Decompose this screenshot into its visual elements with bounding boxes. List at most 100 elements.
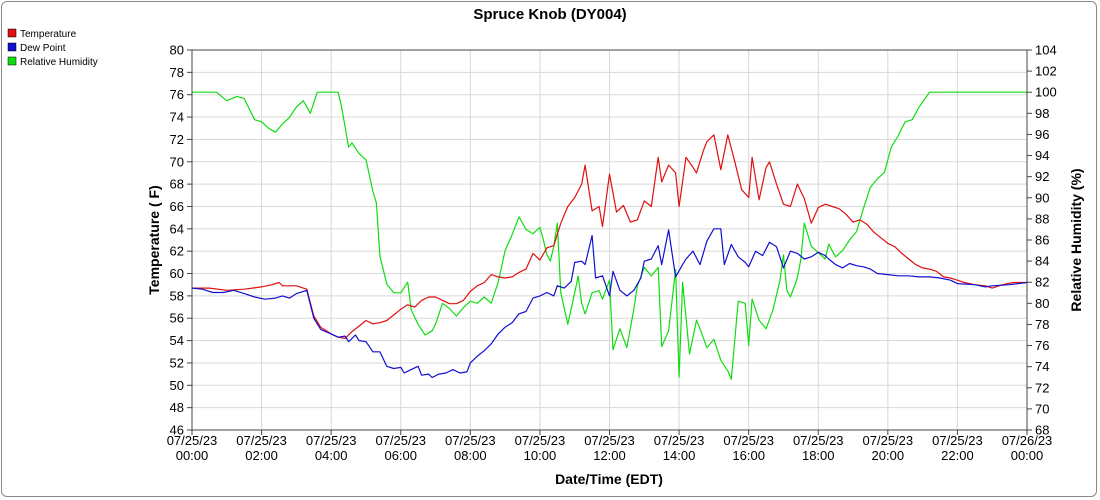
legend-item-temperature: Temperature [7,28,77,40]
x-tick-date: 07/25/23 [445,433,496,448]
series-line-temperature [192,134,1027,339]
legend-item-relative-humidity: Relative Humidity [7,56,98,68]
x-tick-date: 07/25/23 [584,433,635,448]
x-tick-date: 07/25/23 [515,433,566,448]
x-tick-date: 07/25/23 [932,433,983,448]
x-tick-time: 10:00 [524,448,557,463]
right-tick-label: 68 [1035,423,1049,438]
right-tick-label: 96 [1035,127,1049,142]
y-axis-label-left: Temperature ( F) [146,185,162,294]
x-tick-date: 07/25/23 [654,433,705,448]
x-tick-date: 07/26/23 [1002,433,1053,448]
legend-item-dew-point: Dew Point [7,42,66,54]
x-tick-date: 07/25/23 [167,433,218,448]
right-tick-label: 94 [1035,148,1049,163]
left-tick-label: 76 [170,87,184,102]
x-tick-date: 07/25/23 [793,433,844,448]
left-axis-ticks: 46 48 50 52 54 56 58 60 62 64 66 68 70 72 74 76 78 80 [170,43,192,438]
x-tick-time: 04:00 [315,448,348,463]
right-tick-label: 102 [1035,64,1057,79]
right-tick-label: 88 [1035,211,1049,226]
left-tick-label: 72 [170,132,184,147]
right-tick-label: 82 [1035,275,1049,290]
x-axis-ticks: 07/25/2300:0007/25/2302:0007/25/2304:000… [167,430,1053,463]
right-tick-label: 100 [1035,85,1057,100]
x-tick-time: 20:00 [872,448,905,463]
grid [191,49,1028,431]
right-tick-label: 90 [1035,190,1049,205]
right-tick-label: 98 [1035,106,1049,121]
left-tick-label: 52 [170,355,184,370]
x-tick-time: 12:00 [593,448,626,463]
x-axis-label: Date/Time (EDT) [555,471,663,487]
left-tick-label: 66 [170,199,184,214]
right-tick-label: 72 [1035,380,1049,395]
x-tick-date: 07/25/23 [236,433,287,448]
legend-swatch-dew-point [7,42,17,52]
left-tick-label: 68 [170,177,184,192]
x-tick-date: 07/25/23 [723,433,774,448]
right-tick-label: 84 [1035,254,1049,269]
series-line-relative-humidity [192,91,1027,380]
left-tick-label: 48 [170,400,184,415]
x-tick-time: 14:00 [663,448,696,463]
x-tick-time: 00:00 [1011,448,1044,463]
series-line-dew-point [191,228,1028,379]
right-tick-label: 70 [1035,401,1049,416]
right-tick-label: 86 [1035,233,1049,248]
y-axis-label-right: Relative Humidity (%) [1068,168,1084,311]
left-tick-label: 56 [170,311,184,326]
chart-title: Spruce Knob (DY004) [473,6,626,23]
legend-swatch-relative-humidity [7,56,17,66]
x-tick-time: 02:00 [245,448,278,463]
x-tick-time: 00:00 [176,448,209,463]
x-tick-date: 07/25/23 [375,433,426,448]
x-tick-time: 06:00 [384,448,417,463]
left-tick-label: 62 [170,244,184,259]
left-tick-label: 80 [170,43,184,58]
left-tick-label: 64 [170,221,184,236]
right-tick-label: 104 [1035,43,1057,58]
right-axis-ticks: 68 70 72 74 76 78 80 82 84 86 88 90 92 94 96 98 100 102 10… [1027,43,1057,438]
right-tick-label: 76 [1035,338,1049,353]
right-tick-label: 80 [1035,296,1049,311]
legend-swatch-temperature [7,28,17,38]
legend-label-temperature: Temperature [20,29,77,40]
right-tick-label: 78 [1035,317,1049,332]
left-tick-label: 70 [170,154,184,169]
legend: Temperature Dew Point Relative Humidity [7,28,98,68]
left-tick-label: 60 [170,266,184,281]
x-tick-time: 08:00 [454,448,487,463]
right-tick-label: 74 [1035,359,1049,374]
x-tick-time: 18:00 [802,448,835,463]
series-layer [191,91,1028,380]
left-tick-label: 58 [170,288,184,303]
x-tick-time: 22:00 [941,448,974,463]
right-tick-label: 92 [1035,169,1049,184]
legend-label-relative-humidity: Relative Humidity [20,57,98,68]
x-tick-date: 07/25/23 [863,433,914,448]
x-tick-time: 16:00 [732,448,765,463]
left-tick-label: 46 [170,423,184,438]
legend-label-dew-point: Dew Point [20,43,66,54]
left-tick-label: 50 [170,378,184,393]
left-tick-label: 78 [170,65,184,80]
left-tick-label: 74 [170,110,184,125]
x-tick-date: 07/25/23 [306,433,357,448]
left-tick-label: 54 [170,333,184,348]
